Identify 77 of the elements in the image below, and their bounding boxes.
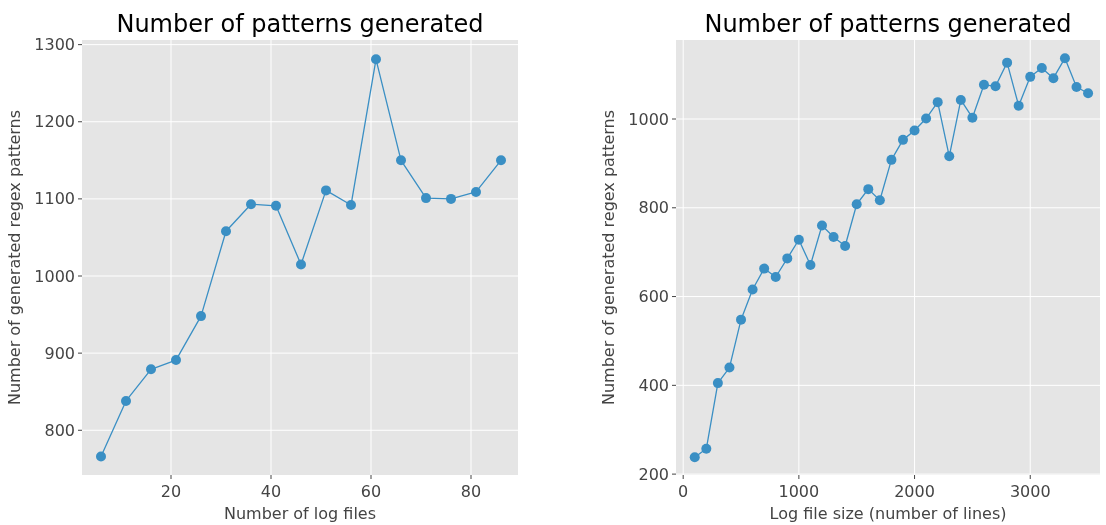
x-tick-label: 40 bbox=[260, 482, 282, 501]
point bbox=[346, 200, 356, 211]
point bbox=[1071, 82, 1082, 93]
x-axis-title: Log file size (number of lines) bbox=[769, 504, 1007, 523]
point bbox=[967, 112, 978, 123]
point bbox=[396, 155, 406, 166]
x-axis-title: Number of log files bbox=[223, 504, 377, 523]
point bbox=[421, 193, 431, 204]
point bbox=[932, 97, 943, 108]
point bbox=[446, 193, 456, 204]
y-tick-label: 1000 bbox=[34, 266, 75, 286]
point bbox=[1025, 71, 1036, 82]
point bbox=[978, 79, 989, 90]
x-tick-label: 80 bbox=[460, 482, 482, 501]
x-tick-label: 1000 bbox=[778, 482, 820, 501]
point bbox=[221, 226, 231, 237]
point bbox=[471, 186, 481, 197]
point bbox=[747, 284, 758, 295]
point bbox=[712, 378, 723, 389]
x-tick-label: 20 bbox=[160, 482, 182, 501]
point bbox=[1048, 73, 1059, 84]
point bbox=[955, 94, 966, 105]
point bbox=[1036, 62, 1047, 73]
point bbox=[840, 240, 851, 251]
point bbox=[793, 234, 804, 245]
point bbox=[897, 134, 908, 145]
y-tick-label: 900 bbox=[44, 343, 75, 363]
point bbox=[886, 154, 897, 165]
point bbox=[689, 452, 700, 463]
y-tick-label: 200 bbox=[638, 464, 669, 484]
point bbox=[496, 155, 506, 166]
y-axis-title: Number of generated regex patterns bbox=[5, 109, 24, 406]
y-tick-label: 1100 bbox=[34, 189, 75, 209]
point bbox=[874, 195, 885, 206]
point bbox=[921, 113, 932, 124]
point bbox=[944, 151, 955, 162]
y-tick-label: 400 bbox=[638, 375, 669, 395]
y-axis-title: Number of generated regex patterns bbox=[599, 109, 618, 406]
point bbox=[171, 355, 181, 366]
point bbox=[1059, 53, 1070, 64]
point bbox=[121, 395, 131, 406]
point bbox=[805, 260, 816, 271]
x-tick-label: 60 bbox=[360, 482, 382, 501]
point bbox=[770, 272, 781, 283]
y-tick-label: 1200 bbox=[34, 112, 75, 132]
y-tick-label: 600 bbox=[638, 287, 669, 307]
point bbox=[828, 232, 839, 243]
point bbox=[863, 184, 874, 195]
point bbox=[909, 125, 920, 136]
x-tick-label: 0 bbox=[678, 482, 689, 501]
point bbox=[817, 220, 827, 231]
x-tick-label: 2000 bbox=[894, 482, 935, 501]
point bbox=[246, 199, 256, 210]
point bbox=[196, 311, 206, 322]
chart-title: Number of patterns generated bbox=[116, 10, 484, 38]
point bbox=[271, 200, 281, 211]
point bbox=[724, 362, 735, 373]
y-tick-label: 800 bbox=[44, 420, 75, 440]
point bbox=[759, 263, 770, 274]
point bbox=[1002, 57, 1013, 68]
point bbox=[1013, 100, 1024, 111]
point bbox=[296, 259, 306, 270]
point bbox=[736, 314, 747, 325]
point bbox=[782, 253, 793, 264]
point bbox=[701, 443, 712, 454]
y-tick-label: 800 bbox=[638, 198, 669, 218]
point bbox=[851, 199, 862, 210]
y-tick-label: 1000 bbox=[628, 109, 669, 129]
point bbox=[371, 54, 381, 65]
point bbox=[990, 81, 1001, 92]
chart-title: Number of patterns generated bbox=[704, 10, 1072, 38]
x-tick-label: 3000 bbox=[1009, 482, 1051, 501]
point bbox=[321, 185, 331, 196]
point bbox=[146, 364, 156, 375]
y-tick-label: 1300 bbox=[34, 35, 75, 55]
point bbox=[96, 451, 106, 462]
point bbox=[1083, 88, 1094, 99]
